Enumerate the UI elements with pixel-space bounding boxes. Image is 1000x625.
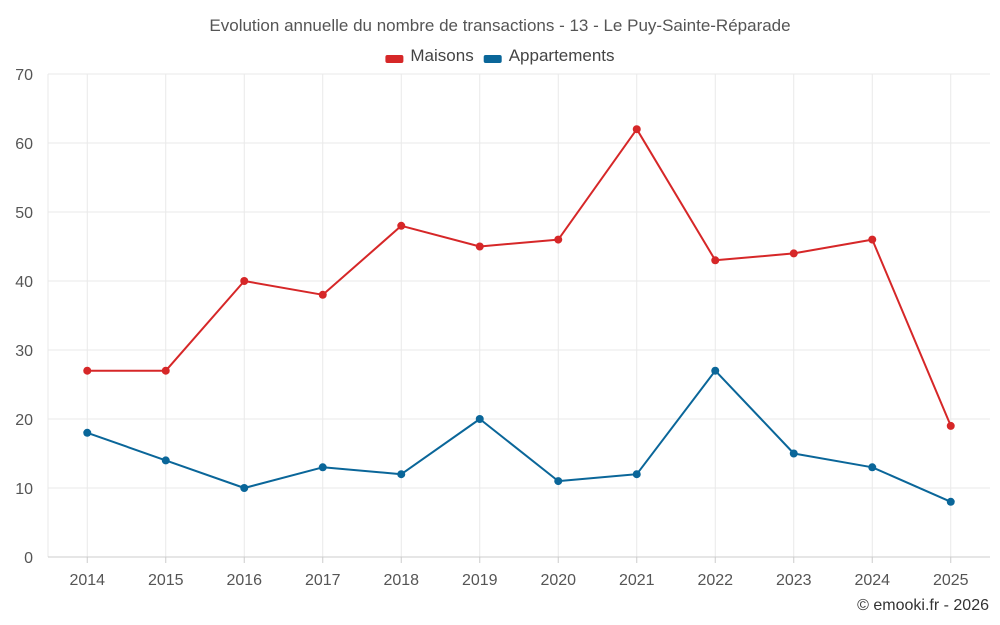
data-point[interactable] xyxy=(554,477,563,486)
data-point[interactable] xyxy=(475,415,484,423)
legend-label: Appartements xyxy=(509,46,615,65)
x-tick-label: 2018 xyxy=(383,572,419,589)
data-point[interactable] xyxy=(475,242,484,251)
y-tick-label: 30 xyxy=(15,343,33,360)
data-point[interactable] xyxy=(83,428,92,437)
data-point[interactable] xyxy=(397,470,406,479)
y-tick-label: 70 xyxy=(15,67,33,84)
data-point[interactable] xyxy=(946,421,955,430)
data-point[interactable] xyxy=(789,249,798,258)
series-group xyxy=(83,125,955,506)
data-point[interactable] xyxy=(240,484,249,492)
x-tick-label: 2020 xyxy=(540,572,576,589)
legend-item-maisons[interactable]: Maisons xyxy=(385,46,474,65)
series-line-maisons xyxy=(87,128,952,427)
data-point[interactable] xyxy=(711,366,720,375)
series-appartements xyxy=(83,366,955,506)
x-tick-label: 2022 xyxy=(697,572,733,589)
data-point[interactable] xyxy=(711,256,720,265)
series-line-appartements xyxy=(86,369,952,503)
legend-swatch xyxy=(385,55,404,63)
y-tick-label: 10 xyxy=(15,481,33,498)
x-tick-label: 2021 xyxy=(619,572,655,589)
data-point[interactable] xyxy=(83,366,92,375)
x-tick-label: 2017 xyxy=(305,572,341,589)
data-point[interactable] xyxy=(632,125,641,134)
data-point[interactable] xyxy=(397,221,406,230)
y-tick-label: 0 xyxy=(24,550,33,567)
x-tick-label: 2015 xyxy=(148,572,184,589)
x-tick-label: 2023 xyxy=(776,572,812,589)
data-point[interactable] xyxy=(161,366,170,375)
data-point[interactable] xyxy=(946,497,955,506)
data-point[interactable] xyxy=(318,463,327,472)
data-point[interactable] xyxy=(868,463,877,472)
data-point[interactable] xyxy=(240,277,249,285)
series-maisons xyxy=(83,125,955,430)
data-point[interactable] xyxy=(789,449,798,458)
credit-text: © emooki.fr - 2026 xyxy=(857,597,989,614)
grid xyxy=(47,73,990,557)
y-axis: 0 10 20 30 40 50 60 70 xyxy=(15,67,33,567)
x-tick-label: 2014 xyxy=(69,572,105,589)
x-tick-label: 2019 xyxy=(462,572,498,589)
data-point[interactable] xyxy=(632,470,641,479)
x-tick-label: 2024 xyxy=(854,572,890,589)
legend-item-appartements[interactable]: Appartements xyxy=(483,46,615,65)
x-tick-label: 2025 xyxy=(933,572,969,589)
legend: Maisons Appartements xyxy=(385,46,615,65)
x-tick-label: 2016 xyxy=(226,572,262,589)
legend-swatch xyxy=(483,55,502,63)
y-tick-label: 60 xyxy=(15,136,33,153)
chart-title: Evolution annuelle du nombre de transact… xyxy=(209,16,790,35)
data-point[interactable] xyxy=(161,456,170,465)
data-point[interactable] xyxy=(554,235,563,244)
y-tick-label: 20 xyxy=(15,412,33,429)
y-tick-label: 50 xyxy=(15,205,33,222)
legend-label: Maisons xyxy=(410,46,473,65)
data-point[interactable] xyxy=(318,290,327,299)
data-point[interactable] xyxy=(868,235,877,244)
y-tick-label: 40 xyxy=(15,274,33,291)
x-axis: 2014 2015 2016 2017 2018 2019 2020 2021 2022 2023… xyxy=(48,556,990,589)
